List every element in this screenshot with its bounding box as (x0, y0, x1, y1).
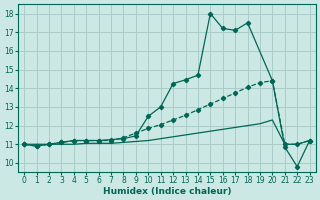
X-axis label: Humidex (Indice chaleur): Humidex (Indice chaleur) (103, 187, 231, 196)
